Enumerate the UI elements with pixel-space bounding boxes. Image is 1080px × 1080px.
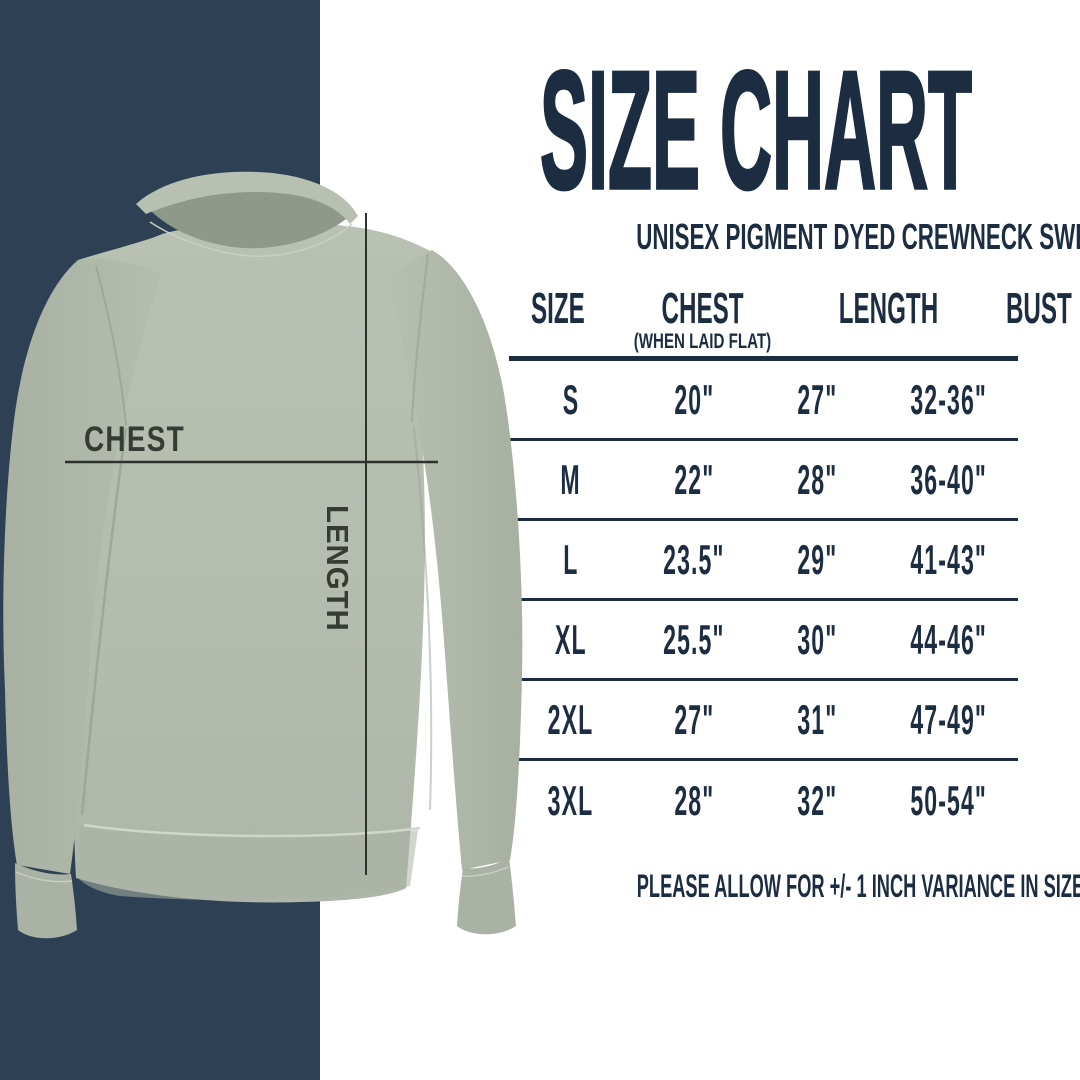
right-cuff-stitch xyxy=(461,866,509,877)
cell-chest: 23.5" xyxy=(663,535,725,583)
sweatshirt-diagram: CHEST LENGTH xyxy=(0,170,560,960)
page-title-wrap: SIZE CHART xyxy=(468,45,1028,217)
table-row-3xl: 3XL 28" 32" 50-54" xyxy=(509,761,1018,841)
cell-size: 2XL xyxy=(547,695,594,743)
left-sleeve xyxy=(3,258,162,875)
cell-length: 30" xyxy=(797,615,838,663)
cell-chest: 27" xyxy=(673,695,714,743)
column-header-bust: BUST xyxy=(1005,284,1072,333)
collar-band xyxy=(136,171,358,224)
table-row-m: M 22" 28" 36-40" xyxy=(509,441,1018,521)
cell-size: M xyxy=(560,455,581,503)
cell-length: 32" xyxy=(797,777,838,824)
table-row-xl: XL 25.5" 30" 44-46" xyxy=(509,601,1018,681)
length-measure-label: LENGTH xyxy=(320,505,355,632)
cell-length: 27" xyxy=(797,375,838,423)
table-row-l: L 23.5" 29" 41-43" xyxy=(509,521,1018,601)
right-shoulder-seam xyxy=(411,253,429,423)
cell-bust: 44-46" xyxy=(910,615,987,663)
page-subtitle: UNISEX PIGMENT DYED CREWNECK SWEATSHIRT xyxy=(636,216,1080,257)
page-title: SIZE CHART xyxy=(539,37,973,225)
page-subtitle-wrap: UNISEX PIGMENT DYED CREWNECK SWEATSHIRT xyxy=(468,219,1080,255)
neck-opening xyxy=(150,182,352,249)
size-table: SIZE CHEST (WHEN LAID FLAT) LENGTH BUST … xyxy=(509,284,1071,841)
sweatshirt-illustration xyxy=(3,171,523,939)
cell-bust: 50-54" xyxy=(910,777,987,824)
hem-band xyxy=(77,826,418,901)
cell-length: 29" xyxy=(797,535,838,583)
left-cuff xyxy=(15,863,77,939)
cell-chest: 28" xyxy=(673,777,714,824)
cell-chest: 22" xyxy=(673,455,714,503)
cell-length: 28" xyxy=(797,455,838,503)
column-header-length: LENGTH xyxy=(838,284,938,333)
cell-bust: 41-43" xyxy=(910,535,987,583)
size-table-header: SIZE CHEST (WHEN LAID FLAT) LENGTH BUST xyxy=(509,284,1071,361)
chest-column-note: (WHEN LAID FLAT) xyxy=(633,330,771,353)
left-shoulder-seam xyxy=(95,265,127,427)
hem-stitch xyxy=(83,823,421,838)
left-body-crease xyxy=(80,427,128,816)
cell-length: 31" xyxy=(797,695,838,743)
variance-note: PLEASE ALLOW FOR +/- 1 INCH VARIANCE IN … xyxy=(636,868,1080,904)
table-row-2xl: 2XL 27" 31" 47-49" xyxy=(509,681,1018,761)
cell-chest: 20" xyxy=(673,375,714,423)
right-sleeve xyxy=(388,250,523,870)
cell-size: XL xyxy=(554,615,587,663)
chest-measure-label: CHEST xyxy=(84,420,185,459)
collar-stitch xyxy=(149,221,353,257)
cell-size: 3XL xyxy=(547,777,594,824)
cell-size: S xyxy=(562,375,579,423)
left-cuff-stitch xyxy=(15,871,73,883)
column-header-size: SIZE xyxy=(531,284,585,333)
cell-chest: 25.5" xyxy=(663,615,725,663)
right-body-crease xyxy=(413,427,433,811)
right-cuff xyxy=(457,858,516,935)
cell-bust: 32-36" xyxy=(910,375,987,423)
cell-size: L xyxy=(563,535,579,583)
table-row-s: S 20" 27" 32-36" xyxy=(509,361,1018,441)
variance-note-wrap: PLEASE ALLOW FOR +/- 1 INCH VARIANCE IN … xyxy=(468,870,1080,902)
column-header-chest: CHEST (WHEN LAID FLAT) xyxy=(633,284,771,353)
sweatshirt-body xyxy=(62,219,433,903)
cell-bust: 36-40" xyxy=(910,455,987,503)
cell-bust: 47-49" xyxy=(910,695,987,743)
